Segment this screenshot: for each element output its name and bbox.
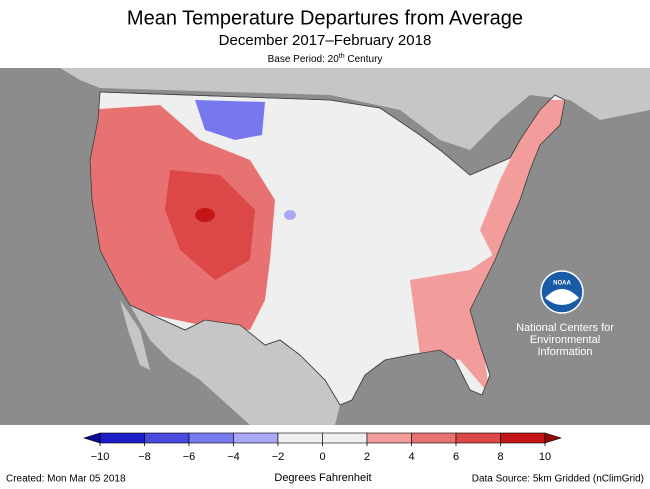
tick-label: 10: [539, 451, 551, 463]
tick-label: 0: [319, 451, 325, 463]
color-bin: [500, 432, 546, 444]
map: NOAA National Centers for Environmental …: [0, 68, 650, 425]
over-arrow: [544, 432, 563, 444]
tick-label: 6: [453, 451, 459, 463]
color-bin: [233, 432, 279, 444]
canada: [0, 68, 650, 150]
ncei-line: Information: [537, 346, 592, 358]
legend-label: Degrees Fahrenheit: [274, 472, 371, 484]
kansas-cool: [284, 210, 296, 220]
utah-warmest: [195, 208, 215, 222]
color-bin: [411, 432, 457, 444]
tick-label: −10: [91, 451, 110, 463]
colorbar: −10 −8 −6 −4 −2 0 2 4 6 8 10: [82, 432, 563, 463]
title: Mean Temperature Departures from Average: [127, 7, 523, 29]
baja: [120, 300, 150, 370]
tick-label: −6: [183, 451, 196, 463]
subtitle: December 2017–February 2018: [219, 32, 432, 49]
tick-label: −2: [272, 451, 285, 463]
color-bin: [144, 432, 190, 444]
created-date: Created: Mon Mar 05 2018: [6, 474, 126, 485]
color-bin: [277, 432, 323, 444]
data-source: Data Source: 5km Gridded (nClimGrid): [472, 474, 644, 485]
tick-label: 2: [364, 451, 370, 463]
tick-label: 4: [408, 451, 414, 463]
southeast-warm: [410, 250, 500, 395]
ncei-line: National Centers for: [516, 322, 614, 334]
color-bin: [188, 432, 234, 444]
noaa-logo-text: NOAA: [553, 281, 571, 287]
noaa-logo-wave: [545, 289, 579, 305]
tick-label: −8: [138, 451, 151, 463]
tick-label: −4: [227, 451, 240, 463]
ncei-line: Environmental: [530, 334, 600, 346]
color-bin: [322, 432, 368, 444]
montana-cool: [195, 100, 265, 140]
west-warmer: [165, 170, 255, 280]
under-arrow: [82, 432, 101, 444]
base-period: Base Period: 20th Century: [268, 53, 383, 65]
mexico: [130, 305, 340, 425]
color-bin: [99, 432, 145, 444]
color-bin: [455, 432, 501, 444]
color-bin: [366, 432, 412, 444]
tick-label: 8: [497, 451, 503, 463]
